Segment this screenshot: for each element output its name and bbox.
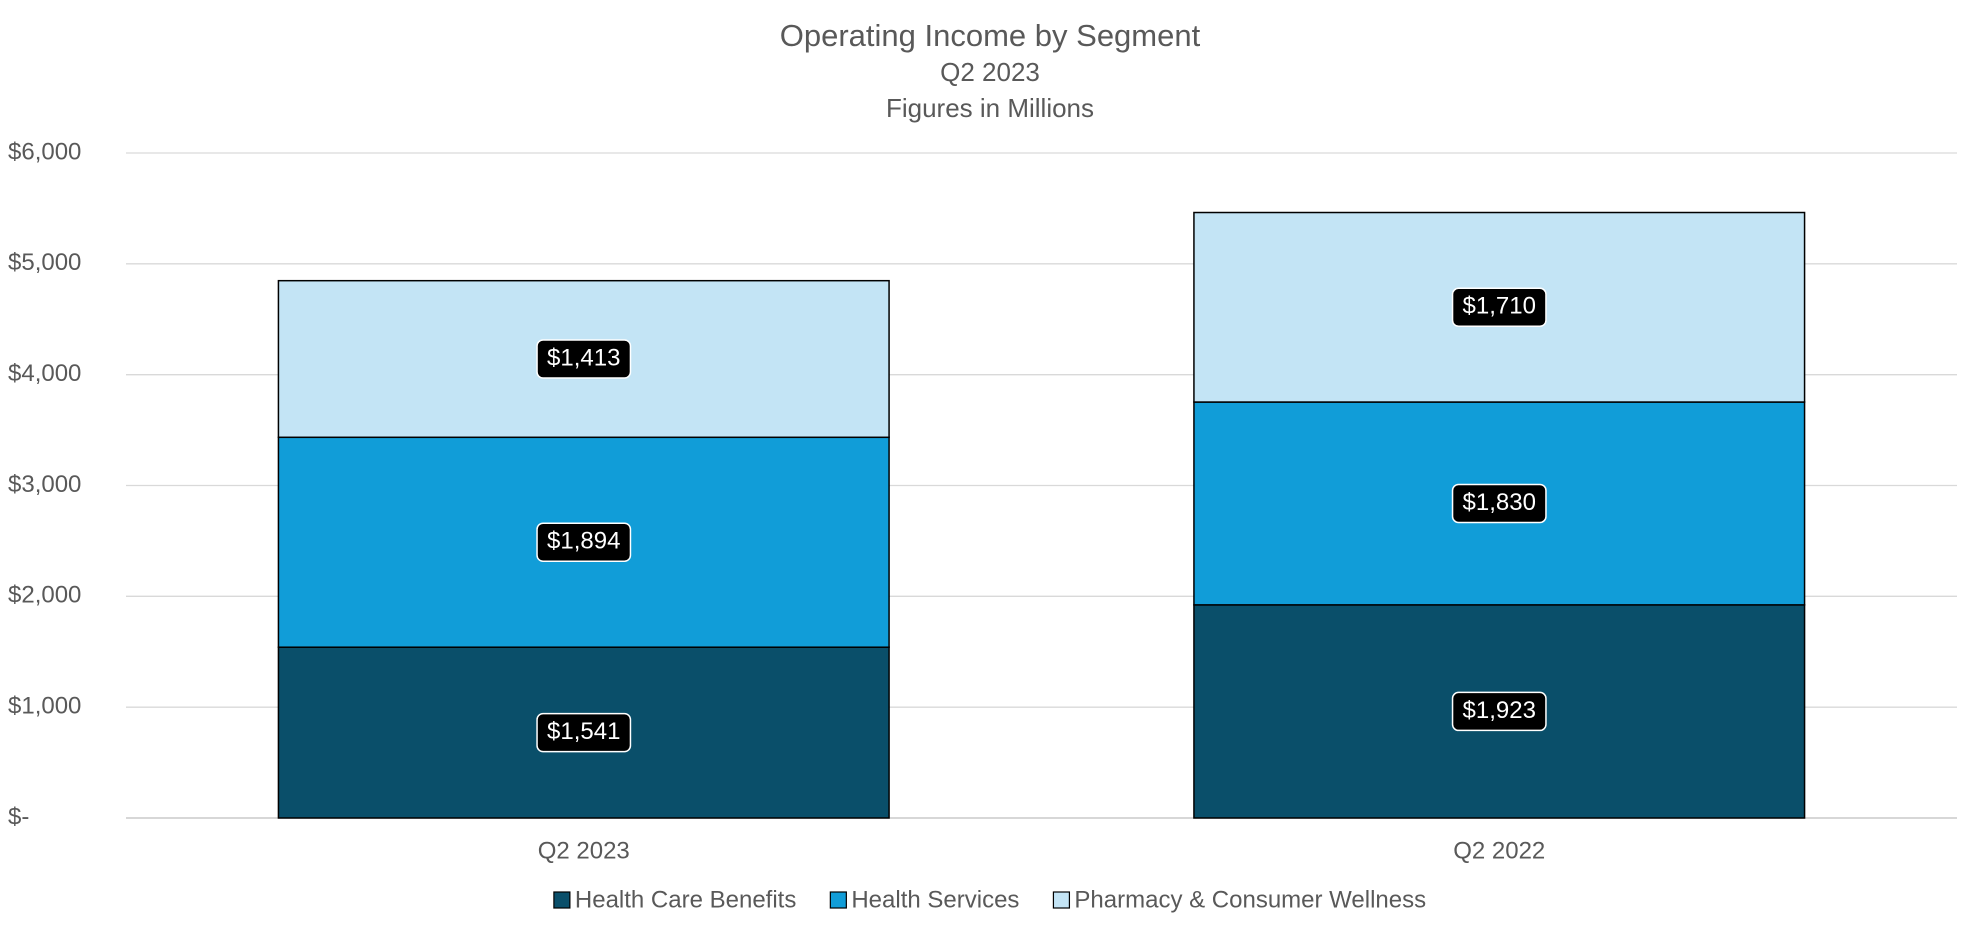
legend-swatch [1052,891,1071,909]
data-label-box [536,712,632,753]
data-label-text: $1,923 [1463,697,1536,724]
data-label-box [536,522,632,562]
data-label: $1,923 [1451,691,1547,732]
y-tick-label: $5,000 [8,249,81,276]
y-tick-label: $3,000 [8,471,81,498]
legend-label: Pharmacy & Consumer Wellness [1074,886,1426,913]
y-tick-label: $6,000 [8,138,81,165]
data-label-box [1451,691,1547,732]
chart-subtitle: Q2 2023 [940,57,1040,87]
chart-subtitle: Figures in Millions [886,93,1094,123]
y-tick-label: $1,000 [8,693,81,720]
data-label-box [1451,287,1547,328]
data-label-box [1451,483,1547,524]
data-label-text: $1,830 [1463,489,1536,516]
data-label: $1,541 [536,712,632,753]
legend-label: Health Care Benefits [575,886,796,913]
x-tick-label: Q2 2023 [538,837,630,864]
y-tick-label: $2,000 [8,582,81,609]
data-label-text: $1,710 [1463,293,1536,320]
data-label-text: $1,413 [547,344,620,371]
y-tick-label: $4,000 [8,360,81,387]
legend-swatch [829,891,847,909]
legend-label: Health Services [851,886,1019,913]
data-label-box [536,339,632,379]
data-label: $1,413 [536,339,632,379]
x-tick-label: Q2 2022 [1453,837,1545,864]
legend-swatch [553,891,571,909]
data-label-text: $1,541 [547,718,620,745]
data-label: $1,830 [1451,483,1547,524]
y-tick-label: $- [8,803,29,830]
chart-title: Operating Income by Segment [780,18,1201,53]
data-label-text: $1,894 [547,528,620,555]
data-label: $1,710 [1451,287,1547,328]
legend: Health Care Benefits Health Services Pharm… [553,886,1426,913]
data-label: $1,894 [536,522,632,562]
